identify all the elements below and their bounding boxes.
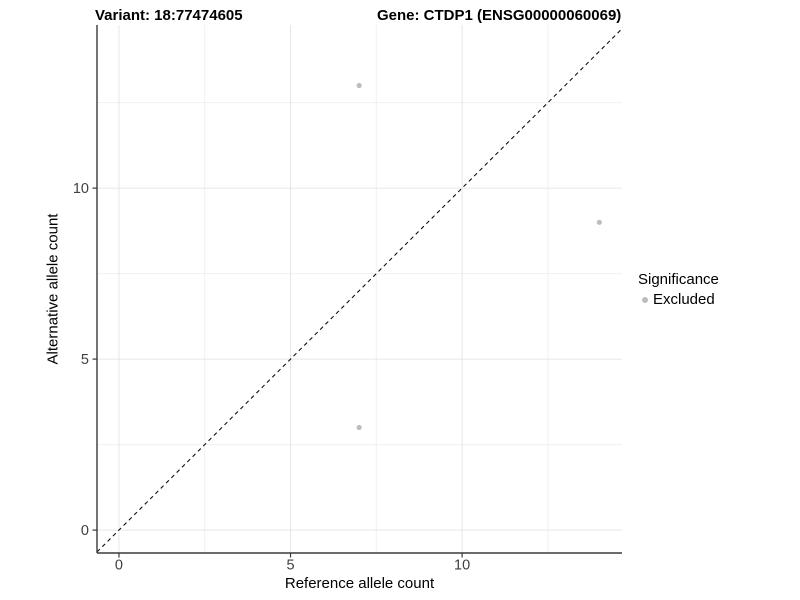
x-tick-label: 10 bbox=[454, 558, 470, 574]
minor-gridlines bbox=[97, 25, 622, 553]
legend-item-label: Excluded bbox=[653, 291, 715, 308]
axis-tick-marks bbox=[92, 187, 463, 558]
y-axis-title: Alternative allele count bbox=[44, 213, 62, 365]
y-tick-label: 10 bbox=[73, 181, 89, 197]
x-tick-label: 0 bbox=[115, 558, 123, 574]
x-axis-title: Reference allele count bbox=[284, 575, 435, 592]
axis-tick-labels: 0 5 10 0 5 10 bbox=[73, 181, 470, 573]
identity-dashed-line bbox=[96, 28, 623, 553]
legend-point-icon bbox=[642, 296, 648, 303]
data-point bbox=[596, 219, 602, 225]
major-gridlines bbox=[97, 25, 622, 553]
x-tick-label: 5 bbox=[286, 558, 294, 574]
legend-title: Significance bbox=[638, 271, 719, 288]
plot-title-variant: Variant: 18:77474605 bbox=[95, 7, 243, 24]
y-tick-label: 5 bbox=[81, 352, 89, 368]
legend: Significance Excluded bbox=[638, 271, 719, 308]
data-point bbox=[356, 424, 362, 431]
y-tick-label: 0 bbox=[81, 523, 89, 539]
plot-title-gene: Gene: CTDP1 (ENSG00000060069) bbox=[377, 7, 622, 24]
data-points bbox=[356, 82, 602, 431]
data-point bbox=[356, 82, 362, 89]
legend-item-excluded: Excluded bbox=[638, 291, 719, 308]
